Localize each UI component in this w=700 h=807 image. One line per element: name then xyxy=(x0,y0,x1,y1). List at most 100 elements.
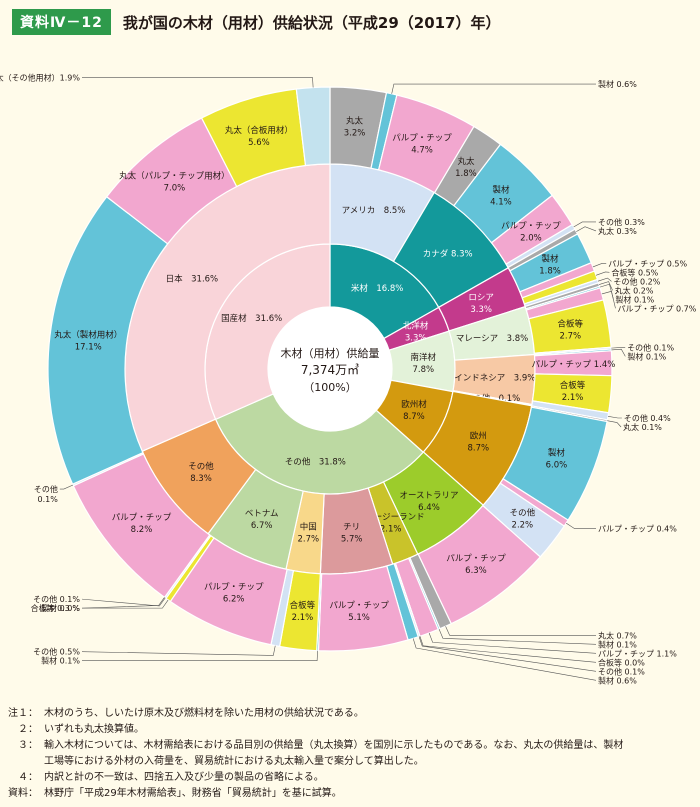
callout: 丸太 0.2% xyxy=(598,281,654,295)
callout-leader xyxy=(598,281,613,291)
callout: 製材 0.1% xyxy=(41,650,318,666)
callout-label: 合板等 0.3 % xyxy=(31,603,81,613)
callout: 製材 0.6% xyxy=(412,638,637,685)
callout-label: 合板等 0.5% xyxy=(611,267,658,277)
callout: 合板等 0.3 % xyxy=(31,599,169,613)
callout: 製材 0.6% xyxy=(391,79,637,94)
center-text-2: 7,374万㎥ xyxy=(301,363,359,377)
callout-label: 丸太 0.1% xyxy=(623,422,662,432)
outer-ring-label: パルプ・チップ 5.1% xyxy=(329,601,389,623)
callout-label: 製材 0.6% xyxy=(598,675,637,685)
callout-label: その他 0.1% xyxy=(598,666,645,676)
outer-ring-segment xyxy=(295,86,331,167)
callout-leader xyxy=(412,638,597,681)
outer-ring-label: その他 2.2% xyxy=(510,507,536,530)
note-text: 木材のうち、しいたけ原木及び燃料材を除いた用材の供給状況である。 xyxy=(44,708,364,719)
note-label: ３： xyxy=(18,740,38,751)
chart-title: 我が国の木材（用材）供給状況（平成29（2017）年） xyxy=(122,13,501,32)
callout-leader xyxy=(445,626,596,636)
outer-ring-label: 合板等 2.1% xyxy=(560,380,586,403)
note-label: ４： xyxy=(18,772,38,783)
inner-ring-label: その他 31.8% xyxy=(285,456,346,467)
callout-label: パルプ・チップ 0.5% xyxy=(608,259,687,268)
callout-label: その他 0.3% xyxy=(598,217,645,227)
outer-ring-label: 丸太 1.8% xyxy=(455,156,477,179)
callout: その他 0.1% xyxy=(418,636,645,676)
callout-label: 丸太 0.3% xyxy=(598,226,637,236)
inner-ring-label: 南洋材 7.8% xyxy=(411,352,437,375)
outer-ring-label: 丸太（パルプ・チップ用材） 7.0% xyxy=(119,171,230,194)
callout: 合板等 0.5% xyxy=(595,267,659,277)
outer-ring-label: 製材 6.0% xyxy=(546,448,568,471)
callout: 丸太 0.7% xyxy=(445,626,637,640)
middle-ring-label: マレーシア 3.8% xyxy=(456,334,528,344)
callout-leader xyxy=(82,599,169,609)
middle-ring-label: インドネシア 3.9% xyxy=(454,374,535,384)
middle-ring-label: 日本 31.6% xyxy=(166,274,219,285)
middle-ring-label: オーストラリア 6.4% xyxy=(399,491,458,513)
middle-ring-label: 欧州 8.7% xyxy=(468,430,490,453)
callout: その他 0.3% xyxy=(573,217,645,228)
callout-label: その他 0.4% xyxy=(624,413,671,423)
center-hole xyxy=(268,307,392,431)
callout: 丸太 0.3% xyxy=(576,226,637,236)
outer-ring-label: 合板等 2.1% xyxy=(290,600,316,623)
callout-leader xyxy=(611,347,626,349)
callout-leader xyxy=(611,348,626,357)
callout: その他 0.4% xyxy=(607,413,671,423)
callout: パルプ・チップ 0.7% xyxy=(601,290,697,313)
middle-ring-label: ロシア 3.3% xyxy=(468,293,494,315)
outer-ring-label: パルプ・チップ 8.2% xyxy=(112,513,172,535)
outer-ring-slice: パルプ・チップ 5.1% xyxy=(317,565,409,652)
callout: 合板等 0.0% xyxy=(419,636,645,667)
middle-ring-label: その他 8.3% xyxy=(188,461,214,484)
callout-leader xyxy=(428,632,597,654)
callout-leader xyxy=(438,628,597,645)
note-label: ２： xyxy=(18,724,38,735)
callout-leader xyxy=(82,650,318,662)
inner-ring-label: 米材 16.8% xyxy=(351,283,404,294)
middle-ring-label: ベトナム 6.7% xyxy=(245,509,279,531)
callout-leader xyxy=(592,263,607,268)
note-text: いずれも丸太換算値。 xyxy=(44,724,144,735)
callout: 製材 0.0% xyxy=(41,597,165,613)
outer-ring-label: 丸太（製材用材） 17.1% xyxy=(54,329,122,352)
callout-label: 製材 0.6% xyxy=(598,79,637,89)
callout-leader xyxy=(81,597,165,609)
callout-leader xyxy=(607,420,622,428)
callout-leader xyxy=(597,277,612,282)
callout-leader xyxy=(81,597,166,607)
callout-leader xyxy=(573,221,596,228)
callout-leader xyxy=(419,636,597,663)
note-row: 資料： 林野庁「平成29年木材需給表」、財務省「貿易統計」を基に試算。 xyxy=(6,786,696,802)
middle-ring-label: ニュージーランド 2.1% xyxy=(357,512,425,534)
outer-ring-label: パルプ・チップ 4.7% xyxy=(392,134,452,156)
note-label xyxy=(6,754,38,770)
outer-ring-label: 丸太（合板用材） 5.6% xyxy=(225,125,293,148)
callout-label: その他 0.2% xyxy=(613,276,660,286)
notes: 注１： 木材のうち、しいたけ原木及び燃料材を除いた用材の供給状況である。 ２： いずれ… xyxy=(6,706,696,802)
callout-label: パルプ・チップ 1.1% xyxy=(598,649,677,658)
callout-leader xyxy=(576,226,597,232)
callout-label: その他 0.1% xyxy=(33,594,80,604)
callout-label: パルプ・チップ 0.7% xyxy=(617,304,696,313)
callout-label: その他 0.1% xyxy=(34,484,58,504)
note-row: 注１： 木材のうち、しいたけ原木及び燃料材を除いた用材の供給状況である。 xyxy=(6,706,696,722)
callout-label: その他 0.1% xyxy=(627,342,674,352)
header: 資料Ⅳ－12 我が国の木材（用材）供給状況（平成29（2017）年） xyxy=(12,9,501,35)
callout-leader xyxy=(418,636,597,672)
note-label: 注１： xyxy=(8,708,38,719)
callout-label: 丸太 0.2% xyxy=(615,285,654,295)
callout: その他 0.2% xyxy=(597,276,661,286)
callout-leader xyxy=(607,416,622,419)
center-text-1: 木材（用材）供給量 xyxy=(281,346,380,360)
callout-leader xyxy=(391,83,596,94)
inner-ring-label: 北洋材 3.3% xyxy=(403,321,429,344)
note-text: 内訳と計の不一致は、四捨五入及び少量の製品の省略による。 xyxy=(44,772,324,783)
callout-label: 製材 0.1% xyxy=(627,351,666,361)
callout-label: 丸太（その他用材）1.9% xyxy=(0,73,80,83)
outer-ring-label: パルプ・チップ 6.2% xyxy=(204,583,264,605)
callout: 製材 0.1% xyxy=(438,628,637,649)
callout-label: 製材 0.1% xyxy=(598,639,637,649)
outer-ring-label: 丸太 3.2% xyxy=(344,116,366,139)
